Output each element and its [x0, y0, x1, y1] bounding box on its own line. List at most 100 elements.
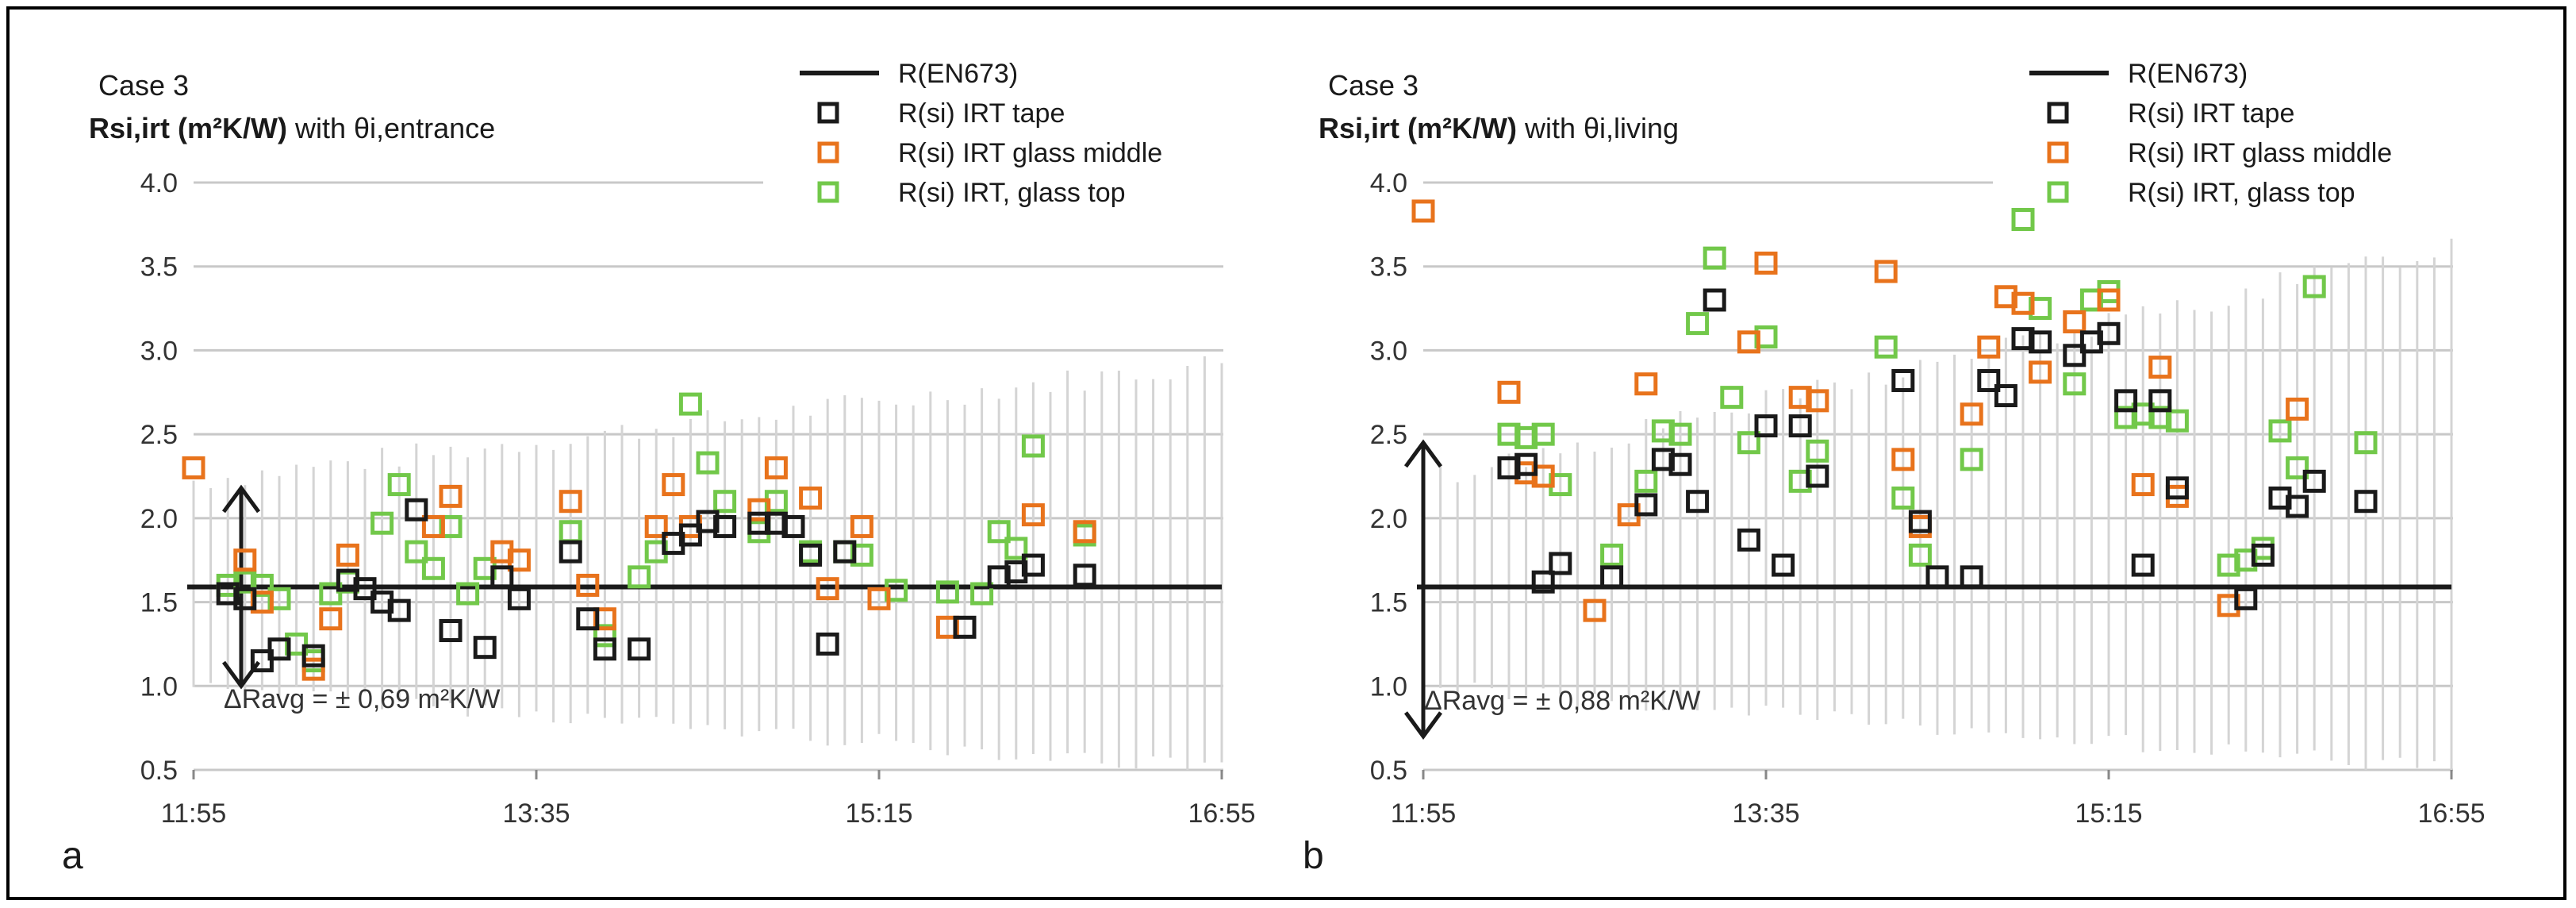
data-point	[1515, 452, 1538, 476]
legend-marker-swatch	[817, 181, 839, 203]
y-tick-label: 3.0	[140, 336, 178, 366]
data-point	[2063, 372, 2087, 396]
data-points	[1411, 199, 2378, 622]
data-point	[816, 632, 839, 656]
data-point	[1806, 439, 1829, 463]
chart-title-rest: with θi,entrance	[287, 112, 495, 144]
case-label: Case 3	[98, 69, 189, 102]
x-tick-label: 13:35	[502, 798, 570, 829]
panel-label: b	[1303, 835, 1324, 877]
data-point	[1960, 402, 1983, 426]
data-point	[507, 587, 531, 610]
data-point	[2165, 409, 2189, 433]
data-point	[1600, 543, 1624, 567]
arrow-head-up	[1403, 439, 1443, 468]
data-point	[1703, 246, 1726, 270]
data-point	[1754, 414, 1778, 438]
legend-marker-swatch	[817, 141, 839, 164]
data-point	[1720, 386, 1744, 410]
data-point	[2063, 344, 2087, 367]
legend-label: R(si) IRT glass middle	[898, 138, 1162, 168]
data-point	[781, 514, 805, 538]
data-point	[2302, 275, 2326, 298]
delta-annotation: ΔRavg = ± 0,69 m²K/W	[224, 684, 500, 714]
data-point	[2011, 208, 2035, 232]
data-point	[867, 587, 891, 610]
range-bars	[192, 356, 1223, 770]
data-point	[473, 636, 497, 660]
legend-marker-swatch	[2047, 141, 2069, 164]
data-point	[1531, 464, 1555, 488]
data-point	[593, 637, 616, 661]
panel-label: a	[62, 835, 83, 877]
data-point	[1754, 251, 1778, 275]
y-tick-label: 2.0	[1370, 504, 1407, 534]
chart-panel-a: 0.5 1.0 1.5 2.0 2.5 3.0 3.5 4.0 11:55 13:35 15:15…	[62, 59, 1256, 877]
chart-title: Rsi,irt (m²K/W) with θi,entrance	[89, 112, 495, 144]
data-point	[182, 456, 205, 479]
chart-title-bold: Rsi,irt (m²K/W)	[1319, 112, 1517, 144]
data-point	[2165, 476, 2189, 500]
data-point	[405, 540, 428, 564]
data-point	[1583, 598, 1607, 622]
data-point	[559, 540, 582, 564]
data-point	[1021, 503, 1045, 527]
legend-label: R(EN673)	[898, 59, 1018, 89]
legend-label: R(si) IRT tape	[2128, 98, 2294, 129]
data-point	[678, 523, 702, 547]
data-point	[1686, 490, 1710, 514]
data-point	[1960, 448, 1983, 471]
data-point	[301, 644, 325, 668]
x-tick-label: 11:55	[161, 798, 227, 829]
data-point	[456, 582, 480, 606]
x-tick-label: 15:15	[845, 798, 912, 829]
data-point	[662, 473, 685, 497]
y-tick-label: 2.0	[140, 504, 178, 534]
data-point	[576, 573, 600, 597]
data-point	[2354, 431, 2378, 455]
data-point	[1977, 368, 2001, 392]
data-point	[1908, 510, 1932, 533]
data-point	[1531, 422, 1555, 446]
data-point	[2148, 389, 2172, 413]
data-point	[1772, 553, 1795, 577]
data-point	[1411, 199, 1435, 223]
data-point	[850, 514, 873, 538]
data-point	[1874, 335, 1898, 359]
y-tick-label: 2.5	[1370, 420, 1407, 450]
data-point	[678, 392, 702, 416]
data-point	[2063, 310, 2087, 333]
data-point	[1891, 368, 1915, 392]
data-point	[1497, 380, 1521, 404]
data-point	[1703, 288, 1726, 312]
y-tick-label: 1.5	[1370, 588, 1407, 618]
data-point	[2251, 543, 2275, 567]
data-point	[764, 456, 788, 479]
data-point	[301, 657, 325, 681]
data-point	[696, 451, 720, 475]
data-point	[628, 565, 651, 589]
data-point	[233, 587, 257, 610]
data-point	[1668, 422, 1692, 446]
arrow-head-down	[1403, 711, 1443, 740]
legend-label: R(si) IRT glass middle	[2128, 138, 2392, 168]
data-point	[799, 486, 823, 510]
data-point	[576, 607, 600, 631]
legend-marker-swatch	[817, 102, 839, 124]
data-point	[1668, 452, 1692, 476]
data-point	[370, 511, 394, 535]
data-point	[233, 548, 257, 572]
data-point	[439, 484, 463, 508]
y-tick-label: 0.5	[1370, 756, 1407, 786]
data-point	[267, 637, 291, 661]
data-point	[1891, 448, 1915, 471]
x-tick-label: 16:55	[2417, 798, 2485, 829]
data-point	[953, 615, 977, 639]
legend-label: R(si) IRT tape	[898, 98, 1065, 129]
data-point	[2114, 389, 2138, 413]
chart-title-rest: with θi,living	[1517, 112, 1679, 144]
data-point	[816, 577, 839, 601]
data-point	[250, 573, 274, 597]
data-point	[2302, 469, 2326, 493]
data-points	[182, 392, 1096, 681]
